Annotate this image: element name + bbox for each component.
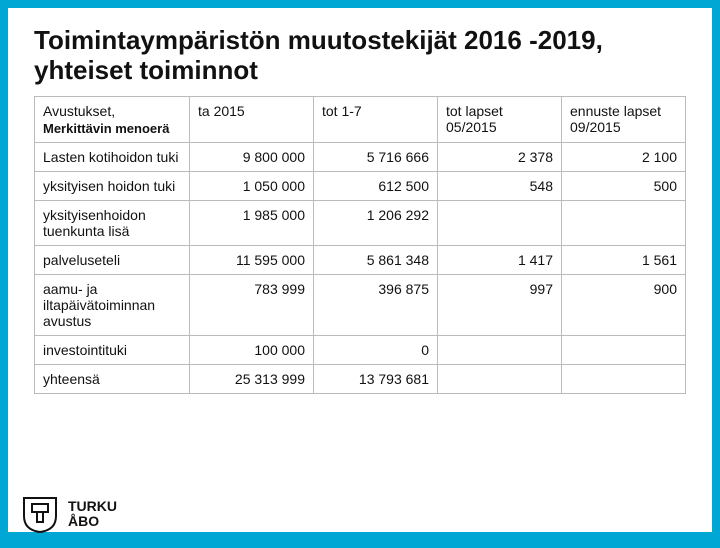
cell: 997	[438, 274, 562, 335]
table-row: palveluseteli 11 595 000 5 861 348 1 417…	[35, 245, 686, 274]
cell: 548	[438, 171, 562, 200]
cell: 5 716 666	[314, 142, 438, 171]
turku-crest-icon	[20, 494, 60, 534]
row-label: yksityisen hoidon tuki	[35, 171, 190, 200]
row-label: yksityisenhoidon tuenkunta lisä	[35, 200, 190, 245]
cell: 2 100	[562, 142, 686, 171]
cell	[438, 364, 562, 393]
cell: 1 561	[562, 245, 686, 274]
cell: 13 793 681	[314, 364, 438, 393]
cell	[438, 335, 562, 364]
cell	[562, 200, 686, 245]
cell: 1 050 000	[190, 171, 314, 200]
table-row: aamu- ja iltapäivätoiminnan avustus 783 …	[35, 274, 686, 335]
city-label: TURKU ÅBO	[68, 499, 117, 530]
col-header-tot17: tot 1-7	[314, 96, 438, 142]
row-label: palveluseteli	[35, 245, 190, 274]
cell: 783 999	[190, 274, 314, 335]
cell: 2 378	[438, 142, 562, 171]
table-body: Lasten kotihoidon tuki 9 800 000 5 716 6…	[35, 142, 686, 393]
cell: 0	[314, 335, 438, 364]
cell: 1 417	[438, 245, 562, 274]
col-header-sub: Merkittävin menoerä	[43, 121, 181, 136]
cell: 100 000	[190, 335, 314, 364]
footer: TURKU ÅBO	[20, 494, 117, 534]
cell: 396 875	[314, 274, 438, 335]
cell	[438, 200, 562, 245]
row-label: Lasten kotihoidon tuki	[35, 142, 190, 171]
table-row: yksityisen hoidon tuki 1 050 000 612 500…	[35, 171, 686, 200]
slide-inner: Toimintaympäristön muutostekijät 2016 -2…	[8, 8, 712, 532]
cell	[562, 364, 686, 393]
cell: 5 861 348	[314, 245, 438, 274]
table-row: yksityisenhoidon tuenkunta lisä 1 985 00…	[35, 200, 686, 245]
city-line2: ÅBO	[68, 514, 117, 529]
table-header-row: Avustukset, Merkittävin menoerä ta 2015 …	[35, 96, 686, 142]
col-header-ennuste: ennuste lapset 09/2015	[562, 96, 686, 142]
data-table: Avustukset, Merkittävin menoerä ta 2015 …	[34, 96, 686, 394]
col-header-label: Avustukset, Merkittävin menoerä	[35, 96, 190, 142]
cell: 25 313 999	[190, 364, 314, 393]
cell: 11 595 000	[190, 245, 314, 274]
cell: 500	[562, 171, 686, 200]
cell: 612 500	[314, 171, 438, 200]
col-header-ta2015: ta 2015	[190, 96, 314, 142]
col-header-main: Avustukset,	[43, 103, 115, 119]
table-row: Lasten kotihoidon tuki 9 800 000 5 716 6…	[35, 142, 686, 171]
table-row: investointituki 100 000 0	[35, 335, 686, 364]
cell: 9 800 000	[190, 142, 314, 171]
row-label: yhteensä	[35, 364, 190, 393]
cell	[562, 335, 686, 364]
row-label: aamu- ja iltapäivätoiminnan avustus	[35, 274, 190, 335]
cell: 1 985 000	[190, 200, 314, 245]
table-row: yhteensä 25 313 999 13 793 681	[35, 364, 686, 393]
slide-title: Toimintaympäristön muutostekijät 2016 -2…	[34, 26, 686, 86]
row-label: investointituki	[35, 335, 190, 364]
cell: 900	[562, 274, 686, 335]
col-header-totlapset: tot lapset 05/2015	[438, 96, 562, 142]
city-line1: TURKU	[68, 499, 117, 514]
cell: 1 206 292	[314, 200, 438, 245]
